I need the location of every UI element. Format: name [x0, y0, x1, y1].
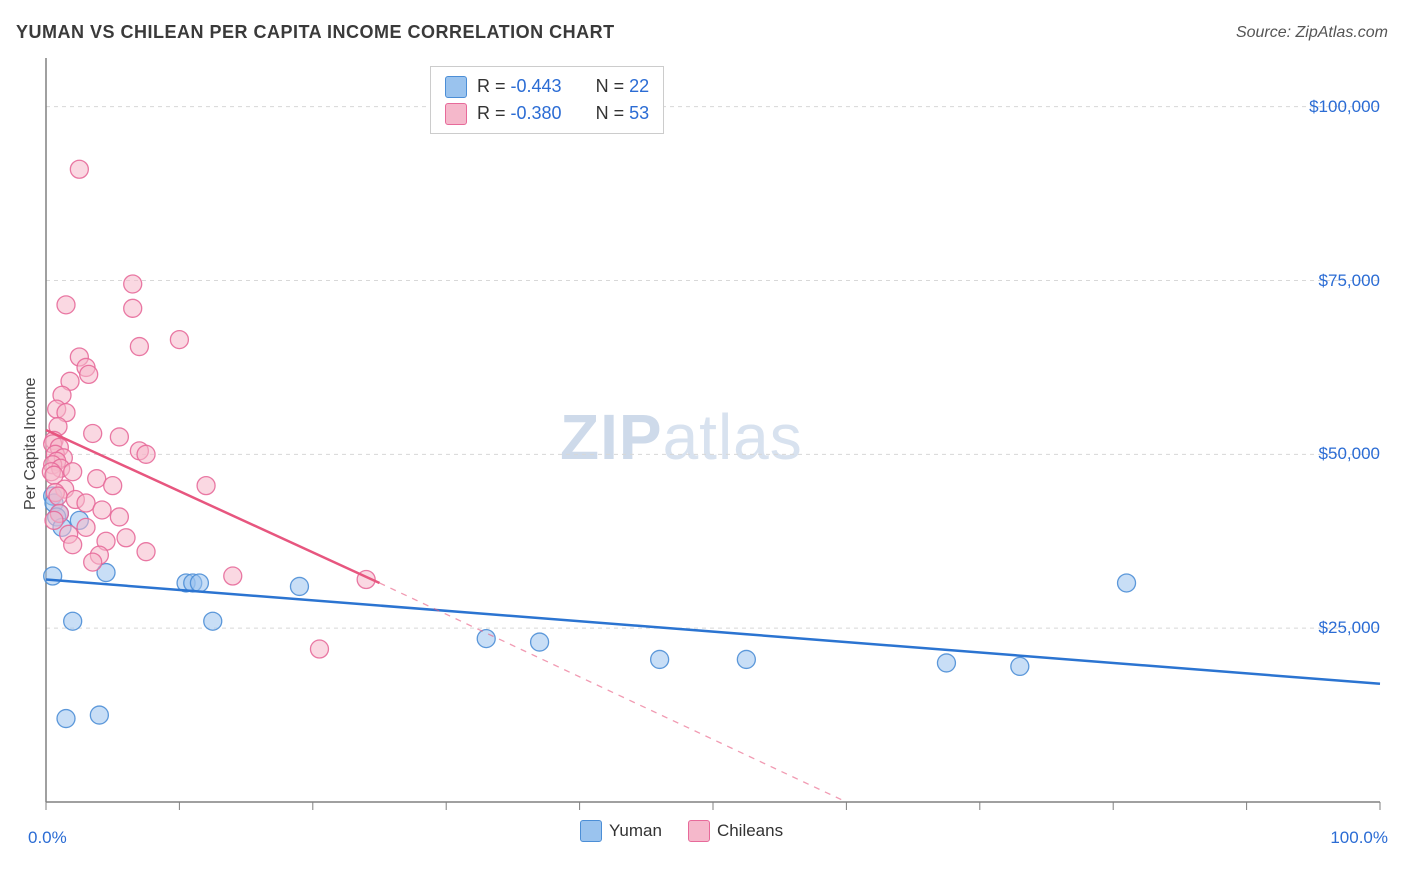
legend-swatch: [688, 820, 710, 842]
n-label: N = 53: [596, 100, 650, 127]
r-label: R = -0.380: [477, 100, 562, 127]
series-legend-item: Chileans: [688, 820, 783, 842]
legend-swatch: [445, 76, 467, 98]
n-label: N = 22: [596, 73, 650, 100]
legend-swatch: [580, 820, 602, 842]
series-legend-item: Yuman: [580, 820, 662, 842]
series-name: Chileans: [717, 821, 783, 841]
y-tick-label: $75,000: [1290, 271, 1380, 291]
series-name: Yuman: [609, 821, 662, 841]
correlation-legend-row: R = -0.380 N = 53: [445, 100, 649, 127]
series-legend: Yuman Chileans: [580, 820, 783, 842]
x-axis-min-label: 0.0%: [28, 828, 67, 848]
correlation-legend-row: R = -0.443 N = 22: [445, 73, 649, 100]
scatter-plot: [0, 0, 1406, 892]
y-tick-label: $100,000: [1290, 97, 1380, 117]
y-axis-label: Per Capita Income: [22, 377, 40, 510]
r-label: R = -0.443: [477, 73, 562, 100]
y-tick-label: $25,000: [1290, 618, 1380, 638]
legend-swatch: [445, 103, 467, 125]
correlation-legend: R = -0.443 N = 22 R = -0.380 N = 53: [430, 66, 664, 134]
y-tick-label: $50,000: [1290, 444, 1380, 464]
chart-container: YUMAN VS CHILEAN PER CAPITA INCOME CORRE…: [0, 0, 1406, 892]
x-axis-max-label: 100.0%: [1330, 828, 1388, 848]
